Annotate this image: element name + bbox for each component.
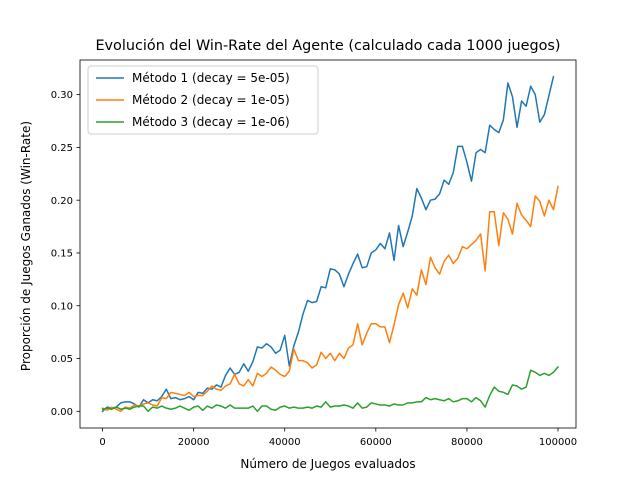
y-tick-label: 0.15 <box>51 249 73 260</box>
series-line-2 <box>101 185 559 413</box>
y-axis-label: Proporción de Juegos Ganados (Win-Rate) <box>19 121 33 371</box>
axes-frame <box>79 59 577 429</box>
series-line-1 <box>101 75 555 413</box>
x-tick-label: 60000 <box>360 437 392 448</box>
series-line-3 <box>101 365 560 413</box>
y-tick-label: 0.10 <box>51 301 73 312</box>
legend: Método 1 (decay = 5e-05) Método 2 (decay … <box>87 65 319 135</box>
chart-title: Evolución del Win-Rate del Agente (calcu… <box>95 38 560 54</box>
x-tick-label: 100000 <box>539 437 577 448</box>
x-tick-label: 80000 <box>451 437 483 448</box>
legend-label-1: Método 1 (decay = 5e-05) <box>132 71 290 85</box>
legend-box <box>87 65 319 135</box>
y-tick-label: 0.05 <box>51 354 73 365</box>
x-tick-label: 20000 <box>178 437 210 448</box>
series-layer <box>101 75 560 413</box>
y-tick-label: 0.20 <box>51 196 73 207</box>
y-tick-label: 0.30 <box>51 90 73 101</box>
x-tick-label: 40000 <box>269 437 301 448</box>
legend-label-2: Método 2 (decay = 1e-05) <box>132 93 290 107</box>
x-axis-label: Número de Juegos evaluados <box>240 457 415 471</box>
y-tick-label: 0.00 <box>51 407 73 418</box>
legend-label-3: Método 3 (decay = 1e-06) <box>132 115 290 129</box>
x-tick-label: 0 <box>99 437 105 448</box>
axes-layer: 0 20000 40000 60000 80000 100000 0.00 0.05 0.10 0… <box>51 59 577 448</box>
y-tick-label: 0.25 <box>51 143 73 154</box>
